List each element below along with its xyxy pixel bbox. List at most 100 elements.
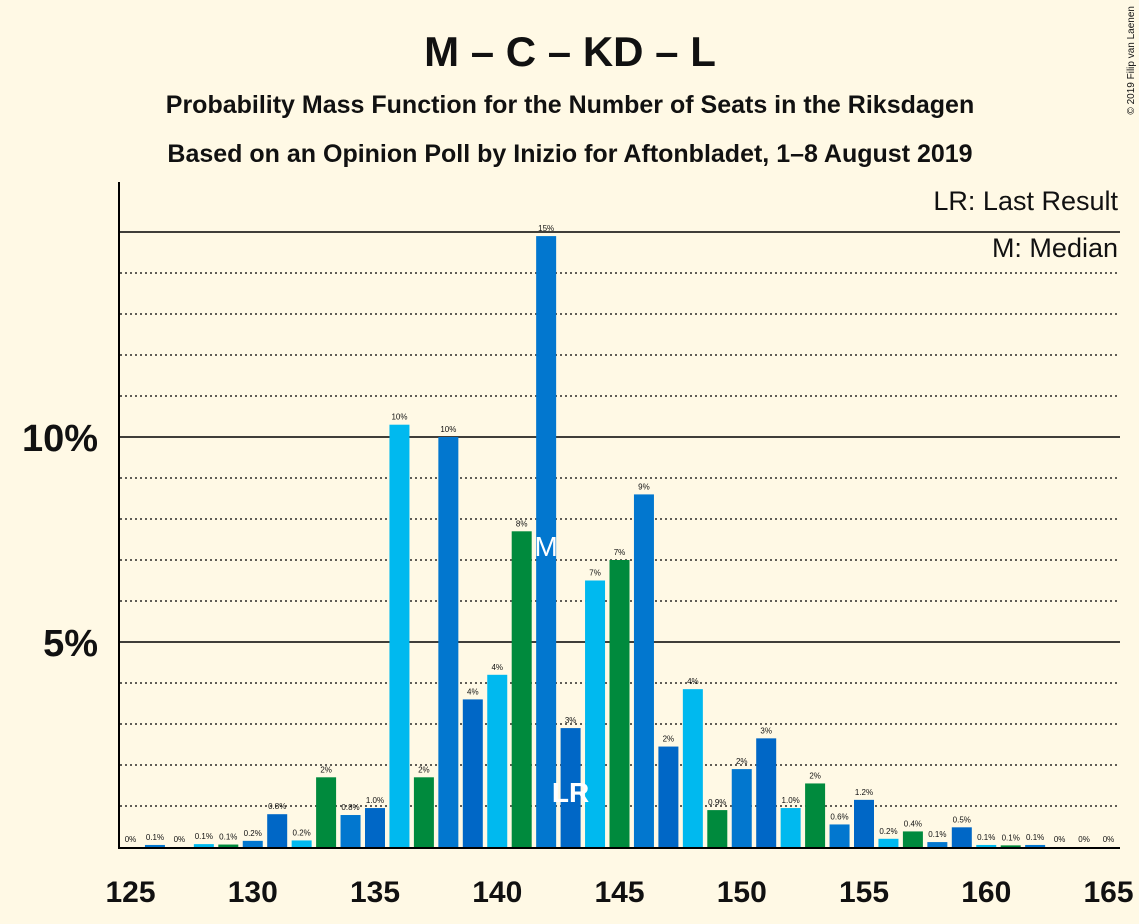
last-result-marker: LR	[552, 777, 589, 808]
chart-title: M – C – KD – L	[424, 28, 716, 75]
bar-label-132: 0.2%	[293, 828, 311, 837]
bar-147	[658, 746, 679, 847]
bar-label-140: 4%	[491, 663, 503, 672]
bar-154	[829, 824, 850, 847]
bar-144	[585, 580, 606, 847]
bar-label-127: 0%	[174, 835, 186, 844]
bar-label-152: 1.0%	[782, 796, 800, 805]
bar-label-143: 3%	[565, 716, 577, 725]
bar-label-165: 0%	[1103, 835, 1115, 844]
bars	[144, 236, 1046, 848]
x-tick-160: 160	[961, 876, 1011, 909]
x-tick-155: 155	[839, 876, 889, 909]
bar-135	[365, 808, 385, 847]
bar-150	[731, 769, 752, 847]
bar-153	[805, 783, 826, 847]
bar-label-162: 0.1%	[1026, 833, 1044, 842]
bar-label-125: 0%	[125, 835, 137, 844]
bar-161	[1000, 845, 1021, 847]
bar-138	[438, 437, 459, 847]
bar-151	[756, 738, 777, 847]
bar-label-126: 0.1%	[146, 833, 164, 842]
bar-label-163: 0%	[1054, 835, 1066, 844]
chart-subtitle-source: Based on an Opinion Poll by Inizio for A…	[167, 140, 972, 168]
bar-label-160: 0.1%	[977, 833, 995, 842]
bar-label-136: 10%	[391, 413, 407, 422]
bar-label-154: 0.6%	[830, 812, 848, 821]
bar-value-labels: 0.1% 0% 0.1% 0.1% 0.2% 0.8% 0.2% 2% 0.8% 1.0% 10% 2…	[125, 224, 1115, 844]
chart-subtitle: Probability Mass Function for the Number…	[166, 91, 974, 119]
bar-label-147: 2%	[663, 735, 675, 744]
bar-159	[951, 827, 972, 847]
copyright-text: © 2019 Filip van Laenen	[1126, 6, 1137, 115]
bar-label-133: 2%	[320, 765, 332, 774]
y-tick-labels: 5% 10%	[22, 418, 98, 665]
bar-label-151: 3%	[760, 726, 772, 735]
bar-149	[707, 810, 728, 847]
bar-label-139: 4%	[467, 687, 479, 696]
bar-129	[218, 844, 239, 847]
bar-139	[462, 699, 483, 847]
bar-142	[536, 236, 557, 848]
bar-label-138: 10%	[440, 425, 456, 434]
x-tick-135: 135	[350, 876, 400, 909]
bar-label-148: 4%	[687, 677, 699, 686]
bar-156	[878, 838, 899, 847]
bar-160	[976, 844, 997, 847]
x-tick-125: 125	[105, 876, 155, 909]
bar-label-130: 0.2%	[244, 829, 262, 838]
bar-label-150: 2%	[736, 757, 748, 766]
bar-label-142: 15%	[538, 224, 554, 233]
x-tick-165: 165	[1083, 876, 1133, 909]
bar-132	[291, 840, 312, 847]
x-tick-145: 145	[594, 876, 644, 909]
x-tick-140: 140	[472, 876, 522, 909]
bar-126	[144, 844, 165, 847]
x-tick-130: 130	[228, 876, 278, 909]
bar-label-157: 0.4%	[904, 819, 922, 828]
y-tick-5: 5%	[43, 623, 98, 665]
median-marker: M	[534, 531, 557, 562]
bar-label-149: 0.9%	[708, 798, 726, 807]
bar-152	[780, 808, 801, 847]
bar-155	[854, 799, 874, 847]
bar-label-134: 0.8%	[341, 803, 359, 812]
bar-label-137: 2%	[418, 765, 430, 774]
bar-128	[193, 844, 214, 847]
bar-131	[267, 814, 288, 847]
bar-130	[242, 840, 263, 847]
bar-label-128: 0.1%	[195, 832, 213, 841]
bar-133	[316, 777, 337, 847]
bar-label-164: 0%	[1078, 835, 1090, 844]
bar-140	[487, 674, 508, 847]
bar-label-146: 9%	[638, 482, 650, 491]
x-tick-labels: 125 130 135 140 145 150 155 160 165	[105, 876, 1133, 909]
bar-162	[1025, 844, 1046, 847]
bar-label-156: 0.2%	[879, 827, 897, 836]
y-tick-10: 10%	[22, 418, 98, 460]
bar-136	[389, 424, 410, 847]
bar-146	[633, 494, 654, 847]
bar-label-129: 0.1%	[219, 833, 237, 842]
bar-145	[609, 560, 630, 847]
bar-label-141: 8%	[516, 519, 528, 528]
bar-158	[927, 842, 948, 847]
bar-label-161: 0.1%	[1002, 833, 1020, 842]
bar-label-153: 2%	[809, 771, 821, 780]
bar-label-144: 7%	[589, 569, 601, 578]
bar-137	[413, 777, 434, 847]
bar-143	[560, 728, 581, 847]
bar-134	[340, 815, 361, 847]
bar-label-145: 7%	[614, 548, 626, 557]
bar-label-159: 0.5%	[953, 815, 971, 824]
bar-148	[682, 689, 703, 847]
bar-label-155: 1.2%	[855, 788, 873, 797]
legend-median: M: Median	[992, 233, 1118, 263]
bar-label-131: 0.8%	[268, 802, 286, 811]
bar-label-135: 1.0%	[366, 796, 384, 805]
legend-last-result: LR: Last Result	[933, 186, 1118, 216]
bar-141	[511, 531, 532, 847]
bar-157	[902, 831, 923, 847]
bar-label-158: 0.1%	[928, 830, 946, 839]
